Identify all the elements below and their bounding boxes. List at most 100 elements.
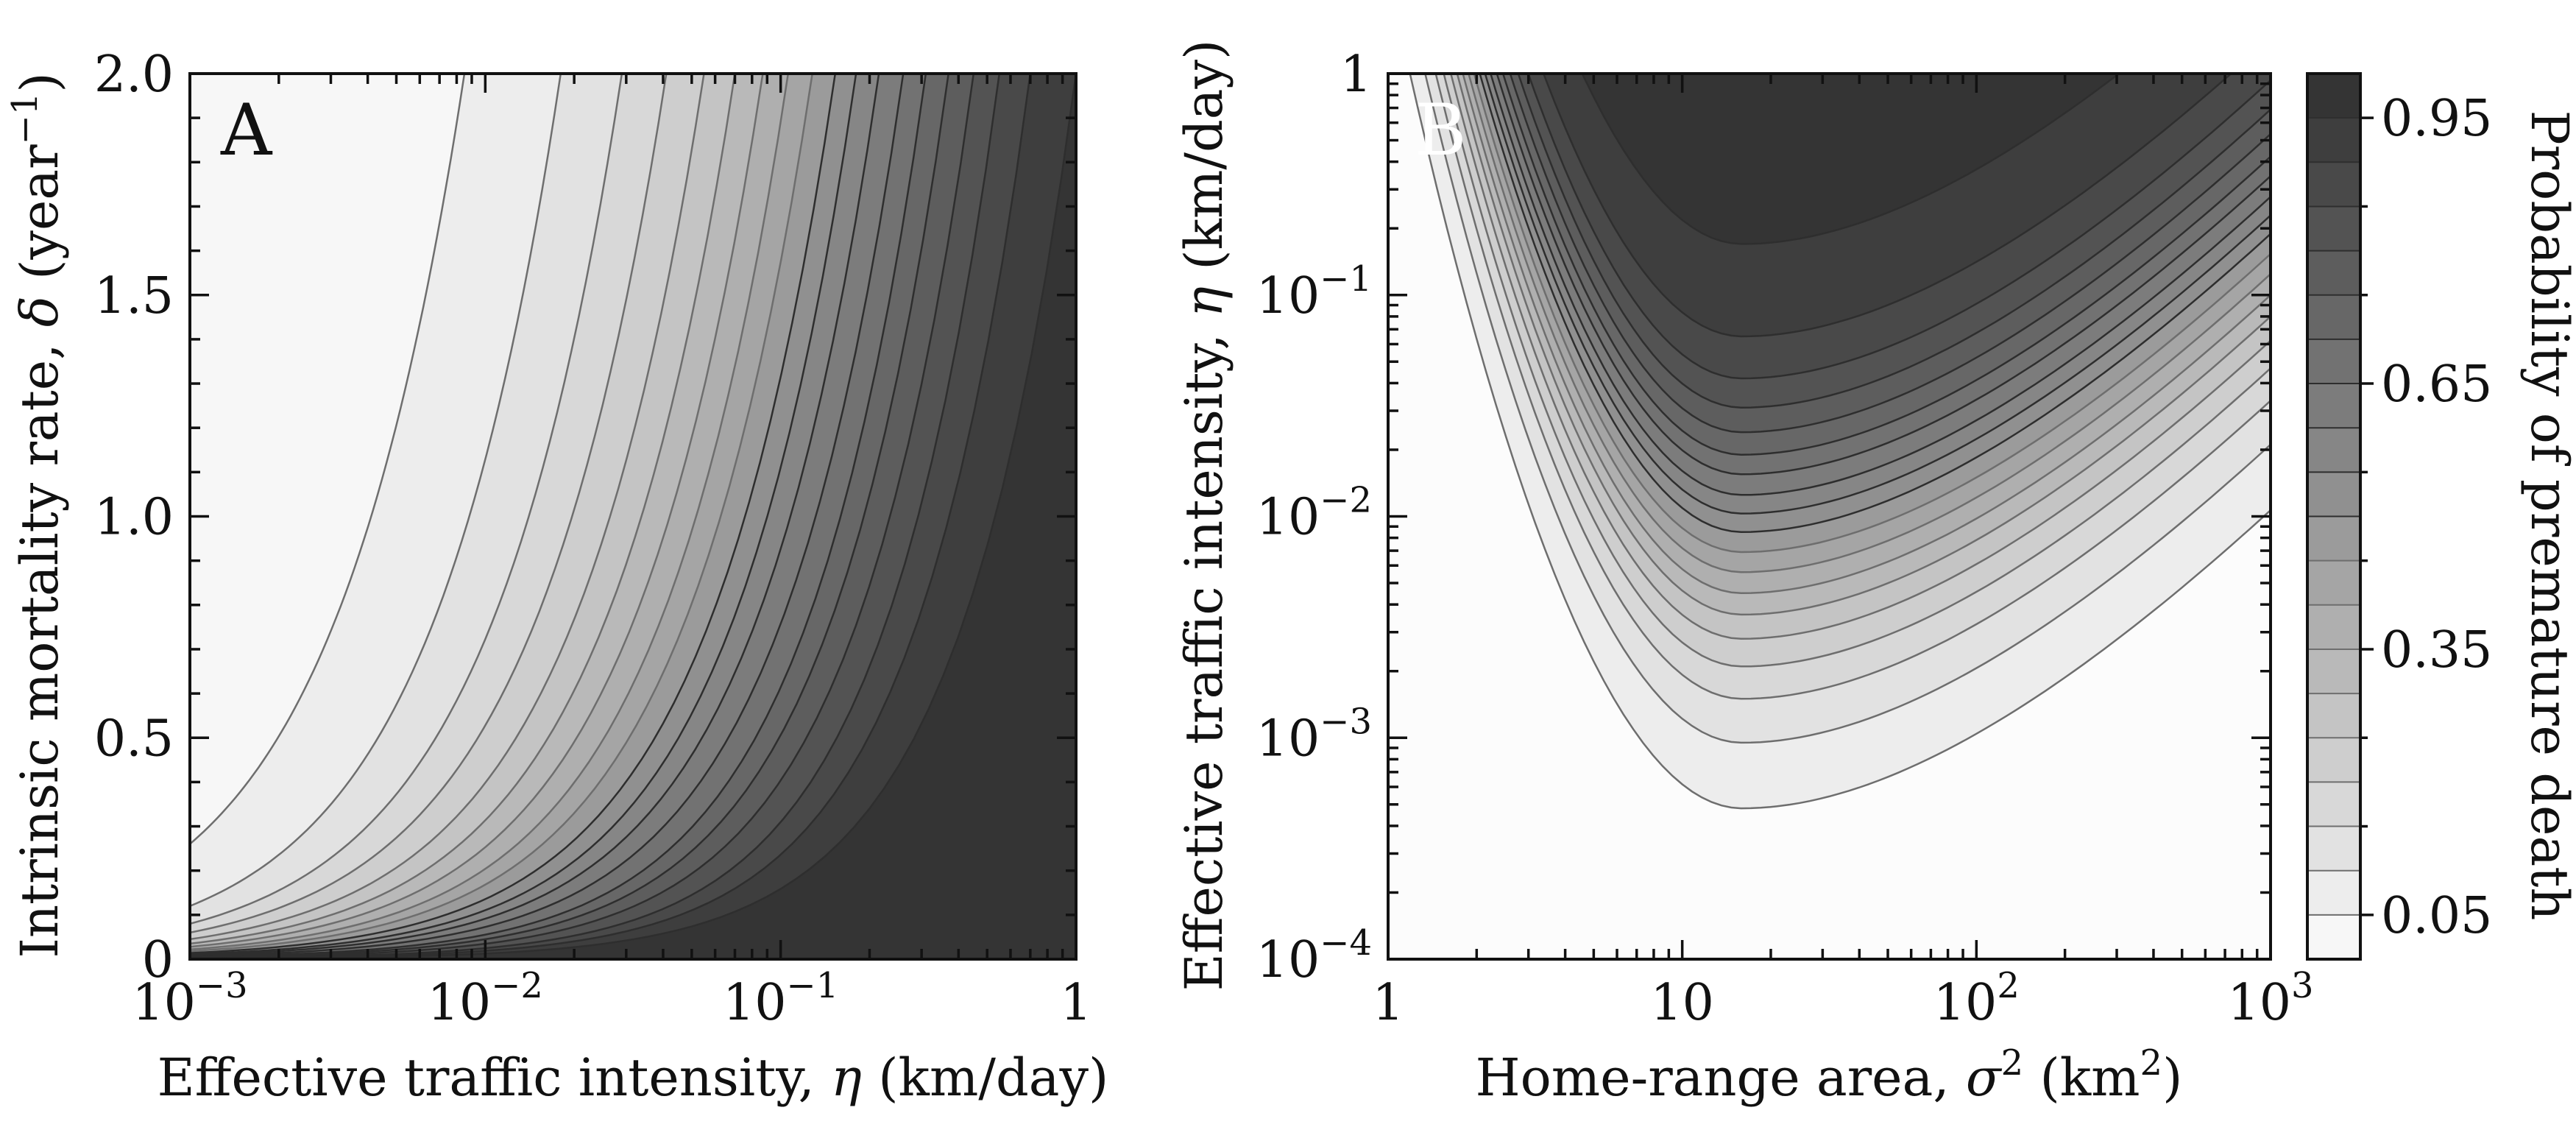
colorbar-segment bbox=[2307, 384, 2360, 428]
colorbar-segment bbox=[2307, 693, 2360, 738]
panel-a-frame bbox=[188, 72, 1078, 961]
panel-b-x-tick-label: 1 bbox=[1372, 974, 1404, 1032]
panel-b-contour-line bbox=[1424, 74, 2271, 744]
panel-b-contour-line bbox=[1517, 74, 2271, 409]
panel-b-x-axis-label: Home-range area, σ2 (km2) bbox=[1476, 1042, 2183, 1108]
panel-a-x-tick-label: 10−3 bbox=[132, 965, 247, 1032]
panel-b-contour-line bbox=[1462, 74, 2271, 595]
panel-a-contour-line bbox=[190, 74, 668, 934]
panel-a-contour-line bbox=[190, 74, 736, 945]
panel-a-contour-line bbox=[190, 74, 562, 907]
colorbar-segment bbox=[2307, 782, 2360, 827]
panel-b-y-tick-label: 1 bbox=[1340, 46, 1372, 104]
colorbar-segment bbox=[2307, 649, 2360, 694]
panel-a-contour-lines bbox=[190, 74, 1076, 959]
panel-a-contour-line bbox=[190, 74, 949, 958]
panel-a-contour-line bbox=[190, 74, 705, 941]
panel-b-y-tick-label: 10−4 bbox=[1256, 922, 1372, 989]
colorbar-tick-label: 0.35 bbox=[2381, 621, 2492, 679]
panel-a-y-axis-label: Intrinsic mortality rate, δ (year−1) bbox=[4, 72, 70, 958]
panel-a-x-tick-label: 10−2 bbox=[428, 965, 543, 1032]
panel-b-contour-line bbox=[1527, 74, 2271, 380]
panel-b-frame bbox=[1387, 72, 2272, 961]
panel-b-ticks: 1 10 102 103 10−4 10−3 10−2 10−1 1 bbox=[1256, 46, 2314, 1032]
panel-a-contour-line bbox=[190, 74, 975, 959]
panel-b-contour-line bbox=[1484, 74, 2271, 515]
panel-b-contour-line bbox=[1490, 74, 2271, 496]
panel-b-contour-line bbox=[1501, 74, 2271, 456]
panel-b-label: B bbox=[1415, 89, 1467, 172]
panel-a-contour-line bbox=[190, 74, 623, 925]
colorbar-segment bbox=[2307, 560, 2360, 605]
panel-b-contour-line bbox=[1409, 74, 2271, 810]
colorbar-tick-label: 0.65 bbox=[2381, 356, 2492, 414]
panel-b-contour-line bbox=[1496, 74, 2271, 476]
colorbar-segment bbox=[2307, 826, 2360, 871]
panel-b-contour-line bbox=[1434, 74, 2271, 700]
panel-a-label: A bbox=[220, 89, 273, 172]
colorbar-ticks: 0.05 0.35 0.65 0.95 bbox=[2360, 90, 2492, 945]
panel-b-y-axis-label: Effective traffic intensity, η (km/day) bbox=[1174, 40, 1234, 992]
colorbar: 0.05 0.35 0.65 0.95 Probability of prematur… bbox=[2306, 72, 2576, 961]
colorbar-tick-label: 0.95 bbox=[2381, 90, 2492, 148]
panel-a-contour-line bbox=[190, 74, 466, 845]
panel-a-y-tick-label: 1.5 bbox=[94, 267, 174, 325]
panel-b-contour-line bbox=[1443, 74, 2271, 668]
panel-a-contour-fills bbox=[190, 74, 1076, 959]
panel-b-y-tick-label: 10−1 bbox=[1256, 258, 1372, 325]
panel-a-contour-line bbox=[190, 74, 764, 948]
panel-b-x-tick-label: 102 bbox=[1933, 965, 2020, 1032]
panel-b-contour-line bbox=[1468, 74, 2271, 573]
panel-a: 10−3 10−2 10−1 1 0 0.5 1.0 1.5 2.0 A Effective t… bbox=[4, 46, 1108, 1108]
panel-b-band-18 bbox=[1582, 74, 2119, 244]
colorbar-frame bbox=[2306, 72, 2362, 961]
colorbar-segment bbox=[2307, 250, 2360, 295]
panel-a-band-0 bbox=[190, 74, 464, 959]
colorbar-segment bbox=[2307, 74, 2360, 119]
panel-a-x-axis-label: Effective traffic intensity, η (km/day) bbox=[158, 1047, 1109, 1108]
panel-a-ticks: 10−3 10−2 10−1 1 0 0.5 1.0 1.5 2.0 bbox=[94, 46, 1092, 1032]
panel-b-contour-line bbox=[1473, 74, 2271, 554]
panel-a-contour-line bbox=[190, 74, 905, 958]
colorbar-segment bbox=[2307, 604, 2360, 649]
colorbar-segment bbox=[2307, 738, 2360, 782]
colorbar-label: Probability of premature death bbox=[2519, 110, 2576, 921]
panel-a-x-tick-label: 10−1 bbox=[723, 965, 838, 1032]
colorbar-segment bbox=[2307, 206, 2360, 251]
colorbar-segment bbox=[2307, 118, 2360, 163]
colorbar-segment bbox=[2307, 472, 2360, 517]
colorbar-segment bbox=[2307, 294, 2360, 339]
colorbar-segment bbox=[2307, 339, 2360, 384]
panel-b-contour-lines bbox=[1409, 74, 2271, 810]
colorbar-segment bbox=[2307, 162, 2360, 207]
panel-b-contour-line bbox=[1542, 74, 2233, 338]
panel-a-y-tick-label: 2.0 bbox=[94, 46, 174, 104]
panel-a-x-tick-label: 1 bbox=[1060, 974, 1091, 1032]
panel-a-y-tick-label: 0 bbox=[142, 931, 174, 989]
panel-a-y-tick-label: 0.5 bbox=[94, 710, 174, 768]
panel-a-contour-line bbox=[190, 74, 790, 951]
panel-a-contour-line bbox=[190, 74, 813, 953]
panel-b-contour-line bbox=[1479, 74, 2271, 533]
colorbar-tick-label: 0.05 bbox=[2381, 887, 2492, 945]
panel-a-contour-line bbox=[190, 74, 837, 954]
panel-b-y-tick-label: 10−3 bbox=[1256, 701, 1372, 768]
colorbar-segment bbox=[2307, 870, 2360, 915]
panel-b-contour-line bbox=[1581, 74, 2120, 245]
panel-b-x-tick-label: 10 bbox=[1650, 974, 1714, 1032]
colorbar-segment bbox=[2307, 516, 2360, 561]
panel-a-contour-line bbox=[190, 74, 1076, 959]
panel-a-y-tick-label: 1.0 bbox=[94, 489, 174, 547]
panel-b-contour-line bbox=[1449, 74, 2271, 640]
panel-a-contour-line bbox=[190, 74, 927, 958]
colorbar-fills bbox=[2307, 74, 2360, 959]
panel-b-contour-line bbox=[1509, 74, 2271, 434]
colorbar-segment bbox=[2307, 914, 2360, 959]
colorbar-segment bbox=[2307, 428, 2360, 473]
panel-a-contour-line bbox=[190, 74, 880, 956]
panel-b: 1 10 102 103 10−4 10−3 10−2 10−1 1 B Home-range … bbox=[1174, 40, 2314, 1108]
panel-b-y-tick-label: 10−2 bbox=[1256, 480, 1372, 547]
panel-b-contour-line bbox=[1456, 74, 2271, 616]
panel-b-x-tick-label: 103 bbox=[2227, 965, 2313, 1032]
